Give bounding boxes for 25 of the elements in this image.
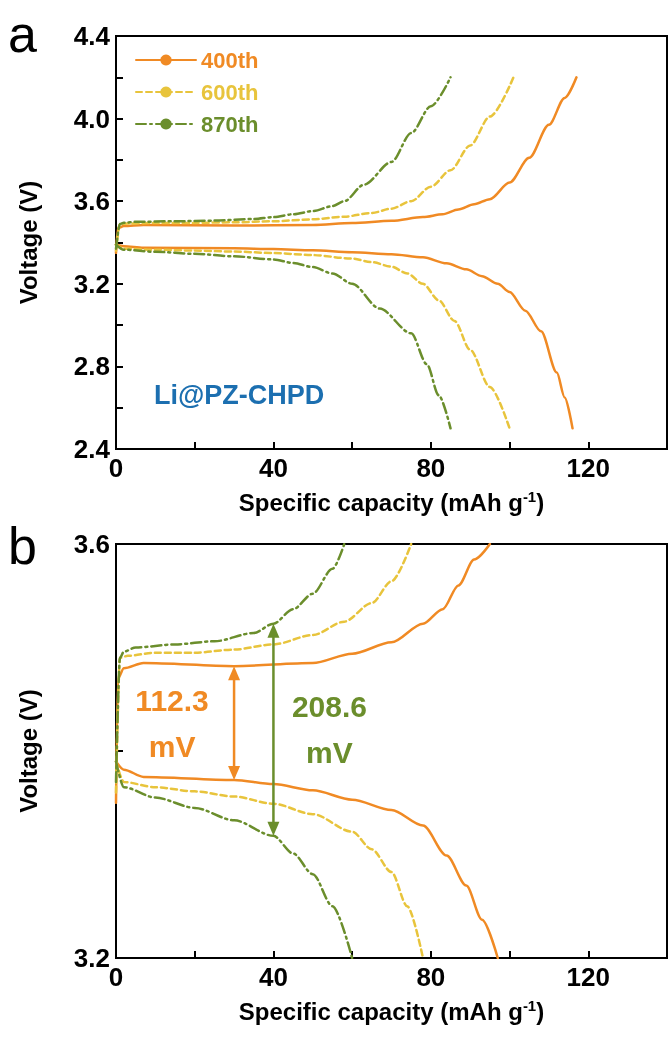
text: a <box>8 5 37 63</box>
annotation: Li@PZ-CHPD <box>154 379 325 410</box>
y-tick-label: 2.4 <box>73 434 111 464</box>
annotation: 112.3 mV <box>135 683 209 763</box>
y-tick-label: 2.8 <box>73 351 110 382</box>
y-tick-label: 3.6 <box>73 529 110 559</box>
y-tick-label: 4.4 <box>73 21 111 51</box>
x-tick-label: 80 <box>416 962 446 992</box>
y-tick-label: 3.2 <box>73 268 110 299</box>
y-tick-label: 4.0 <box>73 103 110 134</box>
legend-label: 870th <box>201 111 259 137</box>
text: b <box>8 517 37 575</box>
y-tick-label: 3.6 <box>73 186 110 217</box>
y-axis-title: Voltage (V) <box>14 689 42 813</box>
x-tick-label: 120 <box>566 962 610 992</box>
y-tick-label: 3.2 <box>73 943 110 973</box>
x-tick-label: 0 <box>108 962 124 992</box>
annotation: 208.6 mV <box>291 690 367 770</box>
legend-label: 600th <box>201 79 259 105</box>
x-tick-label: 40 <box>258 962 288 992</box>
y-axis-title: Voltage (V) <box>14 180 42 305</box>
x-tick-label: 120 <box>566 453 610 483</box>
legend-label: 400th <box>201 47 259 73</box>
x-tick-label: 80 <box>416 453 446 483</box>
x-tick-label: 40 <box>258 453 288 483</box>
